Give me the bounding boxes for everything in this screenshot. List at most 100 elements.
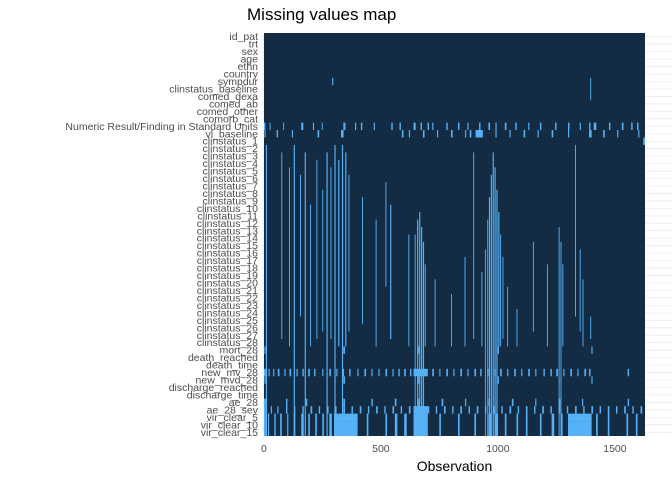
missing-cell <box>517 406 520 414</box>
missing-cell <box>511 398 514 407</box>
y-tick-label: vir_clear_15 <box>201 427 258 439</box>
missing-cell <box>267 421 270 429</box>
y-tick-label: clinstatus_baseline <box>169 83 258 95</box>
missing-cell <box>268 368 270 377</box>
y-tick-label: ae_28_sev <box>207 404 259 416</box>
missing-column <box>304 152 306 436</box>
missing-cell <box>570 368 572 377</box>
missing-cell <box>494 368 496 377</box>
missing-cell <box>497 376 499 384</box>
y-tick-label: comed_dexa <box>198 91 258 103</box>
missing-cell <box>413 406 428 414</box>
y-tick-label: clinstatus_11 <box>197 210 258 222</box>
missing-cell <box>333 428 358 436</box>
missing-column <box>496 189 498 436</box>
y-tick-label: clinstatus_7 <box>203 180 259 192</box>
missing-cell <box>495 413 499 422</box>
missing-cell <box>285 398 288 407</box>
missing-column <box>265 144 268 436</box>
missing-cell <box>301 421 304 429</box>
missing-column <box>338 159 340 347</box>
missing-cell <box>287 421 289 429</box>
y-tick-label: clinstatus_18 <box>197 263 258 275</box>
missing-cell <box>551 130 554 138</box>
missing-cell <box>280 428 282 436</box>
missing-column <box>464 256 466 347</box>
missing-column <box>492 152 494 436</box>
missing-cell <box>523 130 526 138</box>
y-tick-label: clinstatus_6 <box>203 173 259 185</box>
missing-cell <box>566 406 569 414</box>
missing-cell <box>267 413 270 422</box>
missing-column <box>450 294 452 347</box>
missing-column <box>330 167 332 339</box>
missing-cell <box>643 137 645 145</box>
missing-cell <box>441 398 444 407</box>
y-tick-label: clinstatus_28 <box>197 337 258 349</box>
missing-cell <box>560 413 563 422</box>
missing-cell <box>274 421 276 429</box>
missing-cell <box>556 368 558 377</box>
missing-cell <box>626 421 629 429</box>
missing-column <box>487 219 489 436</box>
missing-cell <box>398 368 400 377</box>
y-tick-label: trt <box>249 39 258 51</box>
missing-cell <box>501 406 503 414</box>
missing-cell <box>607 413 610 422</box>
missing-cell <box>422 130 425 138</box>
missing-cell <box>488 421 492 429</box>
missing-cell <box>371 398 373 407</box>
missing-cell <box>394 421 398 429</box>
heatmap-cells <box>264 33 645 437</box>
missing-cell <box>360 122 363 131</box>
y-tick-label: id_pat <box>229 31 258 43</box>
missing-cell <box>270 406 272 414</box>
missing-column <box>419 212 421 436</box>
y-tick-label: clinstatus_20 <box>197 278 258 290</box>
missing-column <box>345 152 347 347</box>
missing-cell <box>267 428 270 436</box>
missing-cell <box>584 368 587 377</box>
missing-cell <box>626 428 629 436</box>
missing-cell <box>418 346 420 354</box>
missing-cell <box>326 406 329 414</box>
missing-cell <box>420 122 422 131</box>
missing-cell <box>504 421 507 429</box>
missing-cell <box>413 413 428 422</box>
missing-column <box>582 279 584 347</box>
missing-column <box>494 167 496 437</box>
missing-column <box>490 174 492 436</box>
missing-cell <box>577 368 579 377</box>
missing-cell <box>287 428 289 436</box>
missing-cell <box>293 428 296 436</box>
x-tick-label: 1000 <box>486 443 510 455</box>
missing-cell <box>294 406 296 414</box>
missing-cell <box>335 406 337 414</box>
missing-cell <box>624 406 626 414</box>
missing-cell <box>607 421 610 429</box>
y-tick-label: clinstatus_25 <box>197 315 258 327</box>
missing-column <box>575 144 576 317</box>
missing-cell <box>400 406 403 414</box>
missing-cell <box>590 85 592 93</box>
missing-cell <box>264 130 266 138</box>
missing-cell <box>333 413 358 422</box>
missing-cell <box>582 398 584 407</box>
y-tick-label: clinstatus_13 <box>197 225 258 237</box>
missing-cell <box>332 77 334 86</box>
missing-cell <box>589 368 591 377</box>
y-tick-label: vir_clear_10 <box>201 419 258 431</box>
missing-cell <box>583 406 585 414</box>
missing-cell <box>516 428 519 436</box>
missing-column <box>421 227 423 436</box>
missing-cell <box>446 122 448 131</box>
missing-column <box>422 241 425 436</box>
y-tick-label: new_mv_28 <box>201 367 258 379</box>
missing-cell <box>608 122 611 131</box>
missing-cell <box>521 368 523 377</box>
missing-cell <box>631 122 633 131</box>
missing-cell <box>355 122 357 131</box>
missing-column <box>310 204 312 347</box>
missing-cell <box>305 398 308 407</box>
missing-cell <box>579 122 581 131</box>
